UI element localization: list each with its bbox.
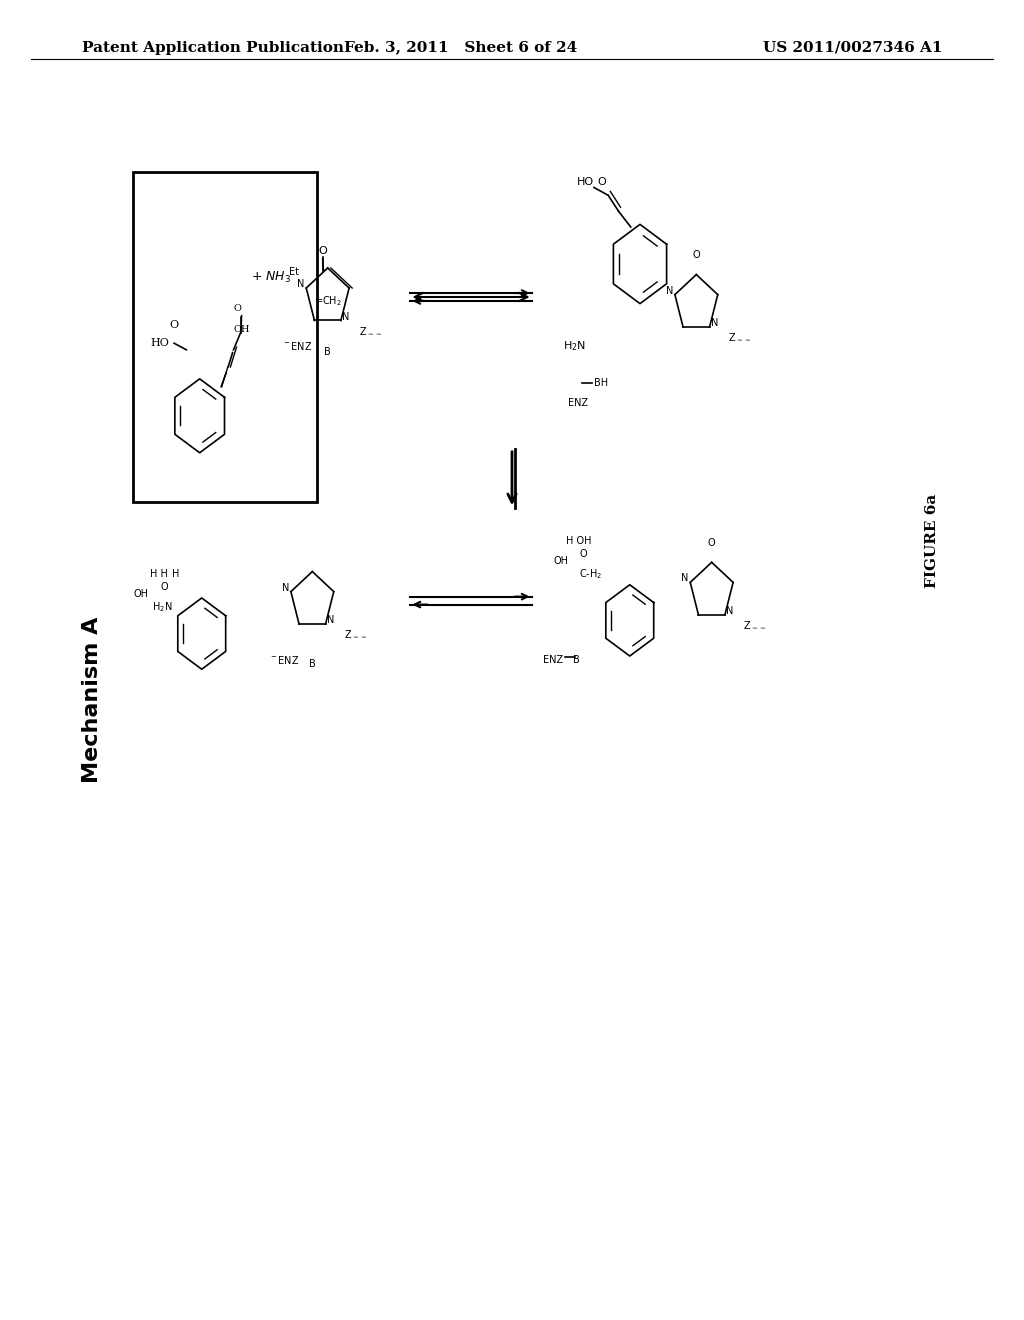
Text: H: H: [172, 569, 180, 579]
Text: OH: OH: [233, 326, 250, 334]
Text: N: N: [681, 573, 689, 583]
Text: O: O: [233, 304, 242, 313]
Text: HO: HO: [577, 177, 594, 187]
Text: + NH$_3$: + NH$_3$: [251, 269, 291, 285]
Text: =CH$_2$: =CH$_2$: [313, 294, 342, 308]
Text: OH: OH: [133, 589, 148, 599]
Text: ENZ: ENZ: [543, 655, 563, 665]
Text: $^-$ENZ: $^-$ENZ: [282, 339, 312, 352]
Text: OH: OH: [553, 556, 568, 566]
Text: Z$_{\sim\sim}$: Z$_{\sim\sim}$: [728, 331, 752, 343]
Text: B: B: [325, 347, 331, 358]
Text: Feb. 3, 2011   Sheet 6 of 24: Feb. 3, 2011 Sheet 6 of 24: [344, 41, 578, 54]
Text: O: O: [580, 549, 588, 560]
Text: O: O: [160, 582, 168, 593]
Text: B: B: [309, 659, 315, 669]
Text: Et: Et: [289, 267, 299, 277]
Text: O: O: [598, 177, 606, 187]
Text: $^-$ENZ: $^-$ENZ: [268, 653, 299, 667]
Text: FIGURE 6a: FIGURE 6a: [925, 494, 939, 589]
Text: BH: BH: [594, 378, 608, 388]
Text: H$_2$N: H$_2$N: [563, 339, 586, 352]
Text: Z$_{\sim\sim}$: Z$_{\sim\sim}$: [344, 628, 368, 640]
Text: N: N: [282, 582, 290, 593]
Text: Mechanism A: Mechanism A: [82, 616, 102, 783]
Text: H OH: H OH: [566, 536, 591, 546]
Text: ENZ: ENZ: [568, 397, 589, 408]
Bar: [133, 172, 317, 502]
Text: Z$_{\sim\sim}$: Z$_{\sim\sim}$: [743, 619, 767, 631]
Text: C-H$_2$: C-H$_2$: [579, 568, 602, 581]
Text: N: N: [726, 606, 734, 616]
Text: H H: H H: [150, 569, 168, 579]
Text: N: N: [342, 312, 350, 322]
Text: N: N: [297, 279, 305, 289]
Text: N: N: [666, 285, 674, 296]
Text: O: O: [692, 249, 700, 260]
Text: HO: HO: [151, 338, 169, 348]
Text: B: B: [573, 655, 580, 665]
Text: US 2011/0027346 A1: US 2011/0027346 A1: [763, 41, 942, 54]
Text: O: O: [318, 246, 327, 256]
Text: N: N: [327, 615, 335, 626]
Text: O: O: [170, 319, 178, 330]
Text: Z$_{\sim\sim}$: Z$_{\sim\sim}$: [359, 325, 383, 337]
Text: N: N: [711, 318, 719, 329]
Text: H$_2$N: H$_2$N: [152, 601, 172, 614]
Text: Patent Application Publication: Patent Application Publication: [82, 41, 344, 54]
Text: O: O: [708, 537, 716, 548]
